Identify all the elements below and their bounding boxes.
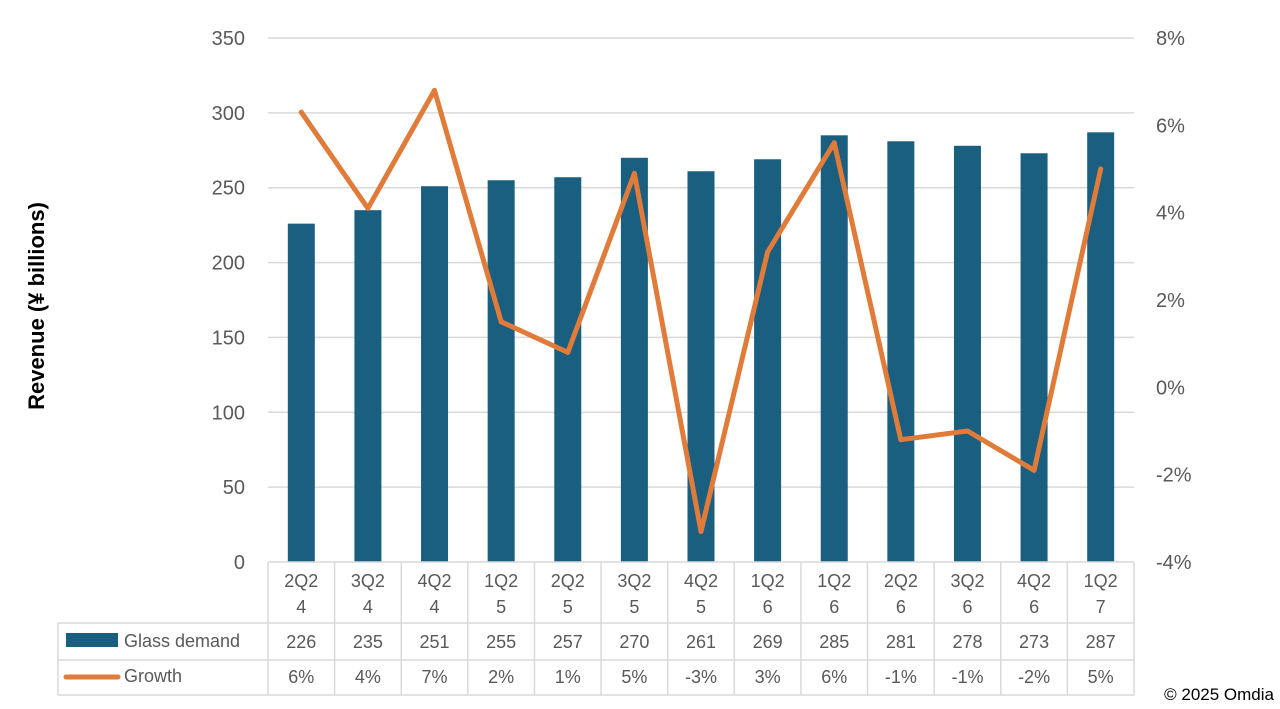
growth-point bbox=[765, 249, 771, 255]
growth-point bbox=[498, 319, 504, 325]
growth-point bbox=[1031, 467, 1037, 473]
bar bbox=[1020, 153, 1048, 562]
growth-value-label: -3% bbox=[685, 667, 717, 687]
y2-tick-label: 6% bbox=[1156, 115, 1185, 137]
bar-value-label: 255 bbox=[486, 632, 516, 652]
category-label: 7 bbox=[1096, 597, 1106, 617]
y-tick-label: 50 bbox=[223, 477, 245, 499]
bar bbox=[754, 159, 782, 563]
growth-value-label: -2% bbox=[1018, 667, 1050, 687]
growth-value-label: 1% bbox=[555, 667, 581, 687]
growth-value-label: -1% bbox=[885, 667, 917, 687]
category-label: 3Q2 bbox=[351, 571, 385, 591]
copyright-note: © 2025 Omdia bbox=[1164, 685, 1274, 704]
growth-point bbox=[565, 349, 571, 355]
bar bbox=[1087, 132, 1115, 562]
bar bbox=[287, 223, 315, 562]
category-label: 3Q2 bbox=[617, 571, 651, 591]
bar-value-label: 285 bbox=[819, 632, 849, 652]
bar bbox=[687, 171, 715, 562]
category-label: 1Q2 bbox=[1084, 571, 1118, 591]
growth-value-label: 5% bbox=[621, 667, 647, 687]
y-axis-title: Revenue (¥ billions) bbox=[24, 202, 49, 410]
growth-point bbox=[631, 170, 637, 176]
bar-value-label: 270 bbox=[619, 632, 649, 652]
y-tick-label: 250 bbox=[212, 178, 245, 200]
growth-value-label: 2% bbox=[488, 667, 514, 687]
bar-value-label: 261 bbox=[686, 632, 716, 652]
category-label: 2Q2 bbox=[284, 571, 318, 591]
category-label: 4Q2 bbox=[418, 571, 452, 591]
bar-value-label: 281 bbox=[886, 632, 916, 652]
growth-value-label: 7% bbox=[422, 667, 448, 687]
y2-tick-label: 0% bbox=[1156, 377, 1185, 399]
category-label: 6 bbox=[1029, 597, 1039, 617]
category-label: 4Q2 bbox=[1017, 571, 1051, 591]
y-tick-label: 0 bbox=[234, 552, 245, 574]
bar-value-label: 226 bbox=[286, 632, 316, 652]
legend-key-bar bbox=[66, 633, 118, 647]
growth-point bbox=[698, 528, 704, 534]
growth-point bbox=[432, 87, 438, 93]
category-label: 1Q2 bbox=[484, 571, 518, 591]
growth-point bbox=[1098, 166, 1104, 172]
y-tick-label: 350 bbox=[212, 28, 245, 50]
growth-point bbox=[365, 205, 371, 211]
bar-value-label: 269 bbox=[753, 632, 783, 652]
category-label: 5 bbox=[696, 597, 706, 617]
bar bbox=[487, 180, 515, 562]
bar bbox=[554, 177, 582, 562]
growth-value-label: 5% bbox=[1088, 667, 1114, 687]
bar-value-label: 278 bbox=[952, 632, 982, 652]
category-label: 5 bbox=[629, 597, 639, 617]
growth-point bbox=[831, 140, 837, 146]
category-label: 6 bbox=[829, 597, 839, 617]
y2-tick-label: -2% bbox=[1156, 465, 1192, 487]
category-label: 1Q2 bbox=[751, 571, 785, 591]
bar-value-label: 287 bbox=[1086, 632, 1116, 652]
bar bbox=[421, 186, 449, 562]
y2-tick-label: 4% bbox=[1156, 203, 1185, 225]
bar-value-label: 235 bbox=[353, 632, 383, 652]
category-label: 4 bbox=[296, 597, 306, 617]
category-label: 2Q2 bbox=[884, 571, 918, 591]
growth-point bbox=[964, 428, 970, 434]
category-label: 5 bbox=[563, 597, 573, 617]
growth-value-label: 4% bbox=[355, 667, 381, 687]
growth-point bbox=[298, 109, 304, 115]
bar bbox=[820, 135, 848, 563]
y-tick-label: 150 bbox=[212, 327, 245, 349]
bar bbox=[887, 141, 915, 562]
growth-value-label: 6% bbox=[821, 667, 847, 687]
growth-point bbox=[898, 437, 904, 443]
category-label: 2Q2 bbox=[551, 571, 585, 591]
growth-value-label: 3% bbox=[755, 667, 781, 687]
y-tick-label: 300 bbox=[212, 103, 245, 125]
growth-value-label: -1% bbox=[951, 667, 983, 687]
category-label: 6 bbox=[896, 597, 906, 617]
y2-tick-label: -4% bbox=[1156, 552, 1192, 574]
bar bbox=[953, 145, 981, 562]
growth-value-label: 6% bbox=[288, 667, 314, 687]
legend-label: Growth bbox=[124, 666, 182, 686]
category-label: 4 bbox=[363, 597, 373, 617]
category-label: 4 bbox=[430, 597, 440, 617]
bar-value-label: 273 bbox=[1019, 632, 1049, 652]
category-label: 4Q2 bbox=[684, 571, 718, 591]
bar-value-label: 257 bbox=[553, 632, 583, 652]
category-label: 6 bbox=[962, 597, 972, 617]
bar-value-label: 251 bbox=[420, 632, 450, 652]
legend-label: Glass demand bbox=[124, 631, 240, 651]
bar bbox=[354, 210, 382, 562]
category-label: 6 bbox=[763, 597, 773, 617]
category-label: 1Q2 bbox=[817, 571, 851, 591]
y2-tick-label: 2% bbox=[1156, 290, 1185, 312]
y-tick-label: 100 bbox=[212, 402, 245, 424]
category-label: 3Q2 bbox=[950, 571, 984, 591]
y2-tick-label: 8% bbox=[1156, 28, 1185, 50]
y-tick-label: 200 bbox=[212, 253, 245, 275]
category-label: 5 bbox=[496, 597, 506, 617]
